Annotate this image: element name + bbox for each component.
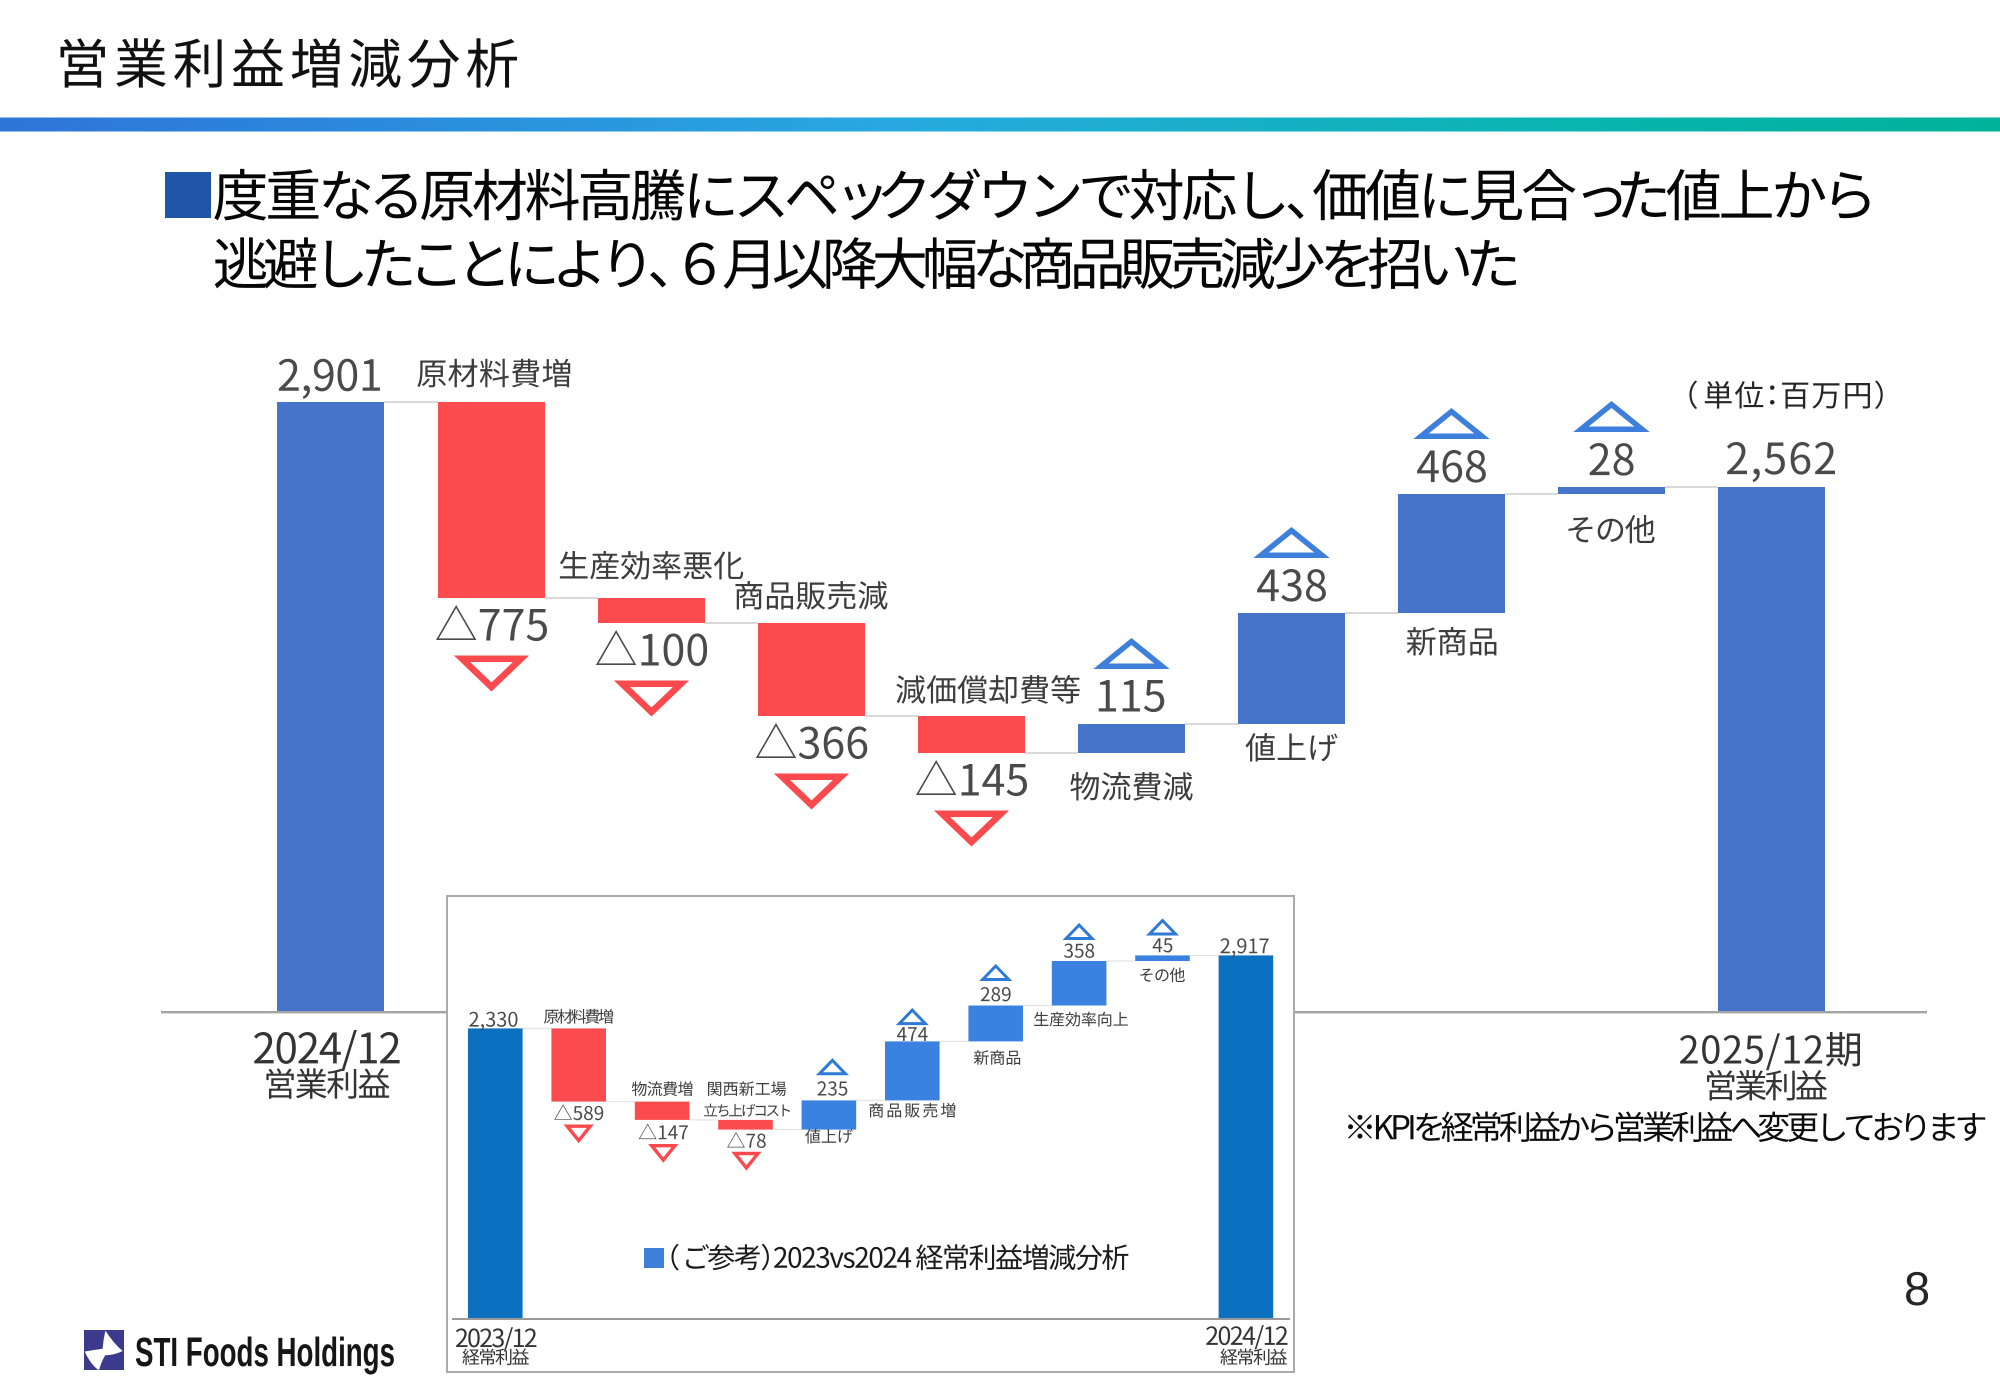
svg-text:8: 8	[1904, 1262, 1930, 1315]
svg-text:STI Foods Holdings: STI Foods Holdings	[135, 1329, 395, 1375]
